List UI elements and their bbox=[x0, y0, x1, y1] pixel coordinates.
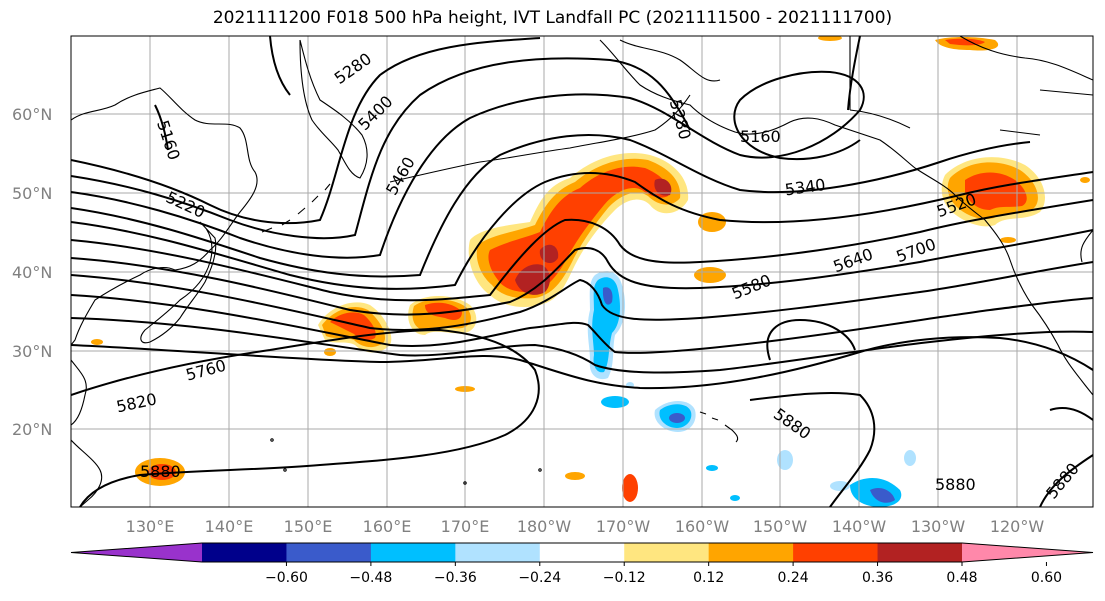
lat-label: 60°N bbox=[12, 105, 52, 124]
colorbar-segment bbox=[539, 543, 625, 562]
colorbar-segment bbox=[455, 543, 541, 562]
lon-label: 130°E bbox=[126, 517, 175, 536]
colorbar-tick-label: 0.60 bbox=[1031, 570, 1062, 586]
lon-label: 170°E bbox=[441, 517, 490, 536]
colorbar-tick-label: −0.48 bbox=[349, 570, 392, 586]
colorbar-tick-label: −0.12 bbox=[603, 570, 646, 586]
colorbar-extend-high bbox=[962, 543, 1093, 562]
latitude-labels: 60°N 50°N 40°N 30°N 20°N bbox=[12, 105, 52, 439]
colorbar-segment bbox=[370, 543, 456, 562]
coastlines bbox=[71, 36, 1093, 507]
lat-label: 30°N bbox=[12, 342, 52, 361]
contour-label: 5160 bbox=[740, 127, 781, 146]
contour-label: 5880 bbox=[140, 462, 181, 481]
lon-label: 160°W bbox=[675, 517, 730, 536]
height-contours bbox=[71, 36, 1093, 507]
colorbar-tick-label: 0.24 bbox=[778, 570, 809, 586]
colorbar-segment bbox=[202, 543, 287, 562]
colorbar-tick-label: 0.48 bbox=[946, 570, 977, 586]
colorbar-tick-label: 0.36 bbox=[862, 570, 893, 586]
lon-label: 150°E bbox=[284, 517, 333, 536]
map-title: 2021111200 F018 500 hPa height, IVT Land… bbox=[212, 8, 893, 28]
colorbar-tick-label: −0.60 bbox=[265, 570, 308, 586]
colorbar-segment bbox=[793, 543, 879, 562]
colorbar-tick-label: −0.36 bbox=[434, 570, 477, 586]
longitude-labels: 130°E 140°E 150°E 160°E 170°E 180°W 170°… bbox=[126, 517, 1045, 536]
colorbar-segment bbox=[877, 543, 963, 562]
map-frame bbox=[70, 35, 1094, 508]
lon-label: 140°W bbox=[832, 517, 887, 536]
contour-label: 5880 bbox=[935, 475, 976, 494]
lon-label: 130°W bbox=[911, 517, 966, 536]
lat-label: 50°N bbox=[12, 184, 52, 203]
ivt-negative-shading bbox=[587, 271, 916, 507]
lon-label: 170°W bbox=[596, 517, 651, 536]
lon-label: 180°W bbox=[517, 517, 572, 536]
lon-label: 140°E bbox=[205, 517, 254, 536]
lon-label: 160°E bbox=[363, 517, 412, 536]
colorbar-extend-low bbox=[71, 543, 202, 562]
lat-label: 20°N bbox=[12, 420, 52, 439]
colorbar-outline bbox=[70, 542, 1094, 563]
lon-label: 150°W bbox=[753, 517, 808, 536]
lon-label: 120°W bbox=[990, 517, 1045, 536]
colorbar: −0.60 −0.48 −0.36 −0.24 −0.12 0.12 0.24 0.36 0.4… bbox=[70, 542, 1094, 586]
colorbar-tick-label: 0.12 bbox=[693, 570, 724, 586]
colorbar-segment bbox=[286, 543, 372, 562]
colorbar-tick-label: −0.24 bbox=[518, 570, 561, 586]
colorbar-segment bbox=[624, 543, 710, 562]
lat-label: 40°N bbox=[12, 263, 52, 282]
colorbar-segment bbox=[708, 543, 794, 562]
